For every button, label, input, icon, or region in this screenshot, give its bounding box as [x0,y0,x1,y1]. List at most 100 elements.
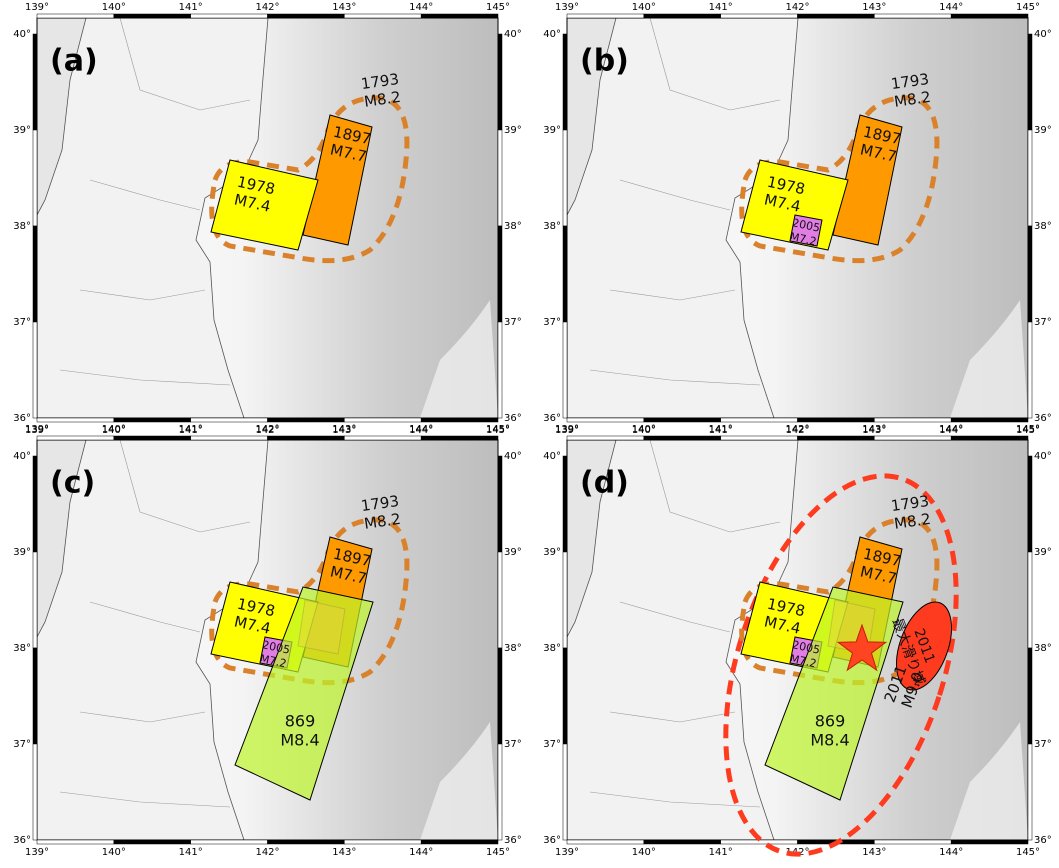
frame-bar [563,226,567,322]
frame-bar [33,456,37,552]
latitude-label: 39° [504,547,522,558]
latitude-label: 36° [504,835,522,846]
frame-bar [498,322,502,418]
frame-bar [563,34,567,130]
longitude-label: 139° [25,847,49,858]
frame-bar [37,436,114,440]
longitude-label: 145° [486,2,510,13]
frame-bar [498,34,502,130]
latitude-label: 36° [13,835,31,846]
frame-bar [344,840,421,844]
longitude-label: 145° [486,424,510,435]
frame-bar [951,840,1028,844]
frame-bar [268,14,345,18]
longitude-label: 144° [939,424,963,435]
latitude-label: 38° [504,221,522,232]
latitude-label: 40° [543,451,561,462]
longitude-label: 145° [1016,424,1040,435]
longitude-label: 140° [632,847,656,858]
frame-bar [114,436,191,440]
latitude-label: 36° [543,413,561,424]
panel-label: (a) [50,44,98,79]
latitude-label: 36° [504,413,522,424]
frame-bar [798,436,875,440]
longitude-label: 141° [709,847,733,858]
longitude-label: 140° [632,2,656,13]
latitude-label: 36° [13,413,31,424]
longitude-label: 142° [255,424,279,435]
frame-bar [421,418,498,422]
map-panel: 139°139°140°140°141°141°142°142°143°143°… [13,424,521,858]
longitude-label: 139° [555,847,579,858]
latitude-label: 39° [1034,125,1052,136]
frame-bar [721,418,798,422]
frame-bar [644,14,721,18]
frame-bar [644,436,721,440]
frame-bar [1028,130,1032,226]
latitude-label: 37° [13,739,31,750]
latitude-label: 40° [13,451,31,462]
region-label: 869M8.4 [810,712,849,750]
frame-bar [1028,456,1032,552]
longitude-label: 141° [179,2,203,13]
frame-bar [563,552,567,648]
latitude-label: 37° [543,739,561,750]
longitude-label: 142° [255,2,279,13]
frame-bar [563,648,567,744]
frame-bar [1028,322,1032,418]
map-panel: 139°139°140°140°141°141°142°142°143°143°… [13,2,521,436]
frame-bar [563,456,567,552]
latitude-label: 38° [1034,221,1052,232]
longitude-label: 142° [785,2,809,13]
longitude-label: 140° [102,424,126,435]
longitude-label: 143° [862,2,886,13]
map-panel: 139°139°140°140°141°141°142°142°143°143°… [543,2,1051,436]
latitude-label: 37° [504,739,522,750]
longitude-label: 143° [332,424,356,435]
overlap-shade [298,600,345,654]
region-label: 1793M8.2 [890,492,933,533]
latitude-label: 39° [504,125,522,136]
frame-bar [563,130,567,226]
longitude-label: 144° [939,847,963,858]
longitude-label: 141° [709,424,733,435]
latitude-label: 38° [543,643,561,654]
frame-bar [498,130,502,226]
latitude-label: 36° [1034,413,1052,424]
frame-bar [644,840,721,844]
frame-bar [951,14,1028,18]
frame-bar [644,418,721,422]
longitude-label: 145° [1016,847,1040,858]
frame-bar [114,840,191,844]
frame-bar [498,226,502,322]
frame-bar [37,418,114,422]
frame-bar [874,436,951,440]
frame-bar [33,322,37,418]
map-panel: 139°139°140°140°141°141°142°142°143°143°… [543,424,1051,868]
frame-bar [268,436,345,440]
latitude-label: 40° [504,451,522,462]
longitude-label: 145° [486,847,510,858]
latitude-label: 37° [1034,739,1052,750]
longitude-label: 141° [179,847,203,858]
frame-bar [33,130,37,226]
panel-label: (c) [50,466,95,501]
frame-bar [114,14,191,18]
latitude-label: 39° [543,125,561,136]
frame-bar [33,744,37,840]
frame-bar [498,648,502,744]
frame-bar [721,14,798,18]
latitude-label: 38° [504,643,522,654]
longitude-label: 141° [179,424,203,435]
longitude-label: 143° [862,424,886,435]
frame-bar [567,840,644,844]
latitude-label: 40° [543,29,561,40]
latitude-label: 38° [13,643,31,654]
longitude-label: 144° [409,847,433,858]
longitude-label: 144° [409,424,433,435]
frame-bar [344,418,421,422]
figure: 139° 139° 140° 140° 141° 141° 142° 142° 143° 143°… [0,0,1059,868]
frame-bar [951,418,1028,422]
